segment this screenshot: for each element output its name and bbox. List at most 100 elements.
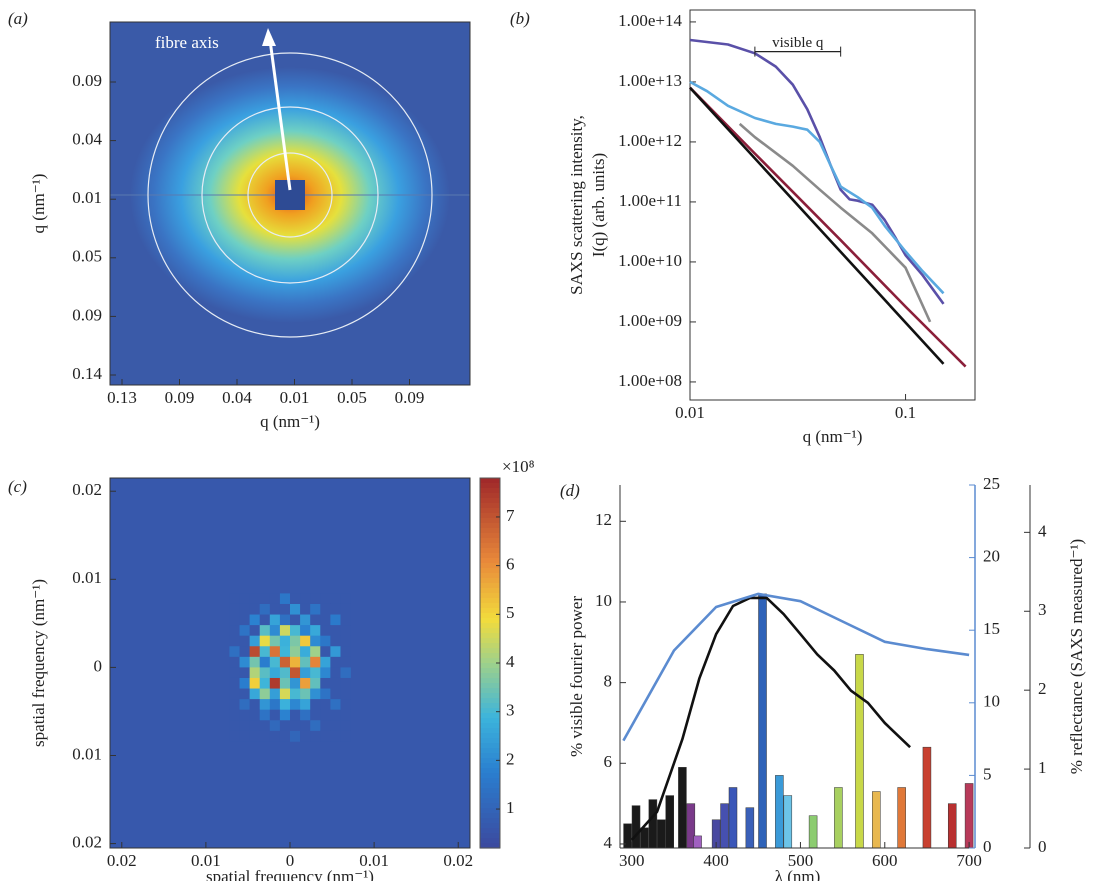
colorbar-step (480, 588, 500, 594)
heatmap-cell (279, 646, 291, 658)
y-tick-label: 0.01 (72, 188, 102, 207)
colorbar-step (480, 663, 500, 669)
heatmap-cell (269, 677, 281, 689)
panel-label: (c) (8, 477, 27, 496)
y-tick-label: 1.00e+13 (618, 71, 682, 90)
heatmap-cell (290, 667, 301, 679)
heatmap-cell (229, 614, 240, 626)
y-tick-label: 0.09 (72, 71, 102, 90)
colorbar-step (480, 678, 500, 684)
heatmap-cell (259, 635, 271, 647)
colorbar-step (480, 568, 500, 574)
heatmap-cell (310, 688, 321, 700)
heatmap-cell (290, 699, 301, 710)
heatmap-cell (239, 699, 250, 710)
heatmap-cell (340, 699, 351, 710)
colorbar-step (480, 538, 500, 544)
heatmap-cell (300, 593, 311, 605)
colorbar-step (480, 533, 500, 539)
colorbar-step (480, 503, 500, 509)
colorbar-step (480, 783, 500, 789)
x-tick-label: 0.09 (395, 388, 425, 407)
colorbar-step (480, 793, 500, 799)
heatmap-cell (340, 625, 351, 636)
heatmap-cell (340, 688, 351, 700)
y-tick-label: 1.00e+08 (618, 371, 682, 390)
heatmap-cell (310, 720, 321, 732)
heatmap-cell (290, 656, 301, 668)
bar (728, 787, 738, 849)
colorbar-tick-label: 5 (506, 603, 515, 622)
colorbar-tick-label: 6 (506, 555, 515, 574)
heatmap-cell (290, 730, 301, 742)
series-line (689, 80, 945, 295)
heatmap-cell (249, 625, 261, 636)
colorbar-step (480, 648, 500, 654)
heatmap-cell (259, 603, 271, 615)
heatmap-cell (340, 677, 351, 689)
colorbar-step (480, 643, 500, 649)
colorbar-step (480, 483, 500, 489)
heatmap-cell (259, 720, 271, 732)
heatmap-cell (340, 593, 351, 605)
y-tick-label: 0.02 (72, 480, 102, 499)
colorbar-step (480, 563, 500, 569)
heatmap-cell (259, 709, 271, 721)
x-tick-label: 0.01 (280, 388, 310, 407)
y-tick-label: 25 (983, 474, 1000, 493)
heatmap-cell (300, 646, 311, 658)
colorbar-step (480, 523, 500, 529)
heatmap-cell (229, 646, 240, 658)
heatmap-cell (249, 677, 261, 689)
fibre-arrow (268, 39, 292, 191)
heatmap-cell (310, 614, 321, 626)
y-tick-label: 0.01 (72, 744, 102, 763)
colorbar-tick-label: 4 (506, 652, 515, 671)
colorbar-step (480, 833, 500, 839)
colorbar-step (480, 673, 500, 679)
heatmap-cell (310, 677, 321, 689)
heatmap-cell (340, 720, 351, 732)
heatmap-cell (320, 646, 331, 658)
heatmap-cell (320, 730, 331, 742)
plot-frame (109, 21, 471, 386)
heatmap-cell (300, 614, 311, 626)
colorbar-tick-label: 2 (506, 749, 515, 768)
colorbar-step (480, 693, 500, 699)
heatmap-cell (279, 720, 291, 732)
x-tick-label: 0.05 (337, 388, 367, 407)
colorbar-step (480, 828, 500, 834)
bar (855, 654, 864, 849)
heatmap-cell (290, 646, 301, 658)
colorbar-step (480, 573, 500, 579)
heatmap-cell (320, 677, 331, 689)
y-tick-label: 0.05 (72, 247, 102, 266)
heatmap-cell (330, 603, 341, 615)
y-axis-label: % visible fourier power (567, 596, 586, 757)
colorbar-step (480, 843, 500, 849)
heatmap-cell (279, 667, 291, 679)
colorbar-step (480, 818, 500, 824)
heatmap-cell (279, 709, 291, 721)
y-axis-label: SAXS scattering intensity, (567, 115, 586, 295)
colorbar-step (480, 748, 500, 754)
colorbar-step (480, 713, 500, 719)
colorbar-step (480, 488, 500, 494)
heatmap-cell (229, 688, 240, 700)
y-tick-label: 10 (983, 692, 1000, 711)
heatmap-cell (310, 625, 321, 636)
colorbar-step (480, 743, 500, 749)
colorbar-step (480, 478, 500, 484)
x-tick-label: 0.1 (895, 403, 916, 422)
heatmap-cell (340, 709, 351, 721)
colorbar-step (480, 708, 500, 714)
heatmap-cell (300, 656, 311, 668)
heatmap-cell (279, 688, 291, 700)
colorbar-step (480, 633, 500, 639)
colorbar-step (480, 653, 500, 659)
heatmap-cell (310, 593, 321, 605)
heatmap-cell (330, 614, 341, 626)
colorbar-step (480, 618, 500, 624)
bar (922, 746, 932, 849)
heatmap-cell (300, 677, 311, 689)
